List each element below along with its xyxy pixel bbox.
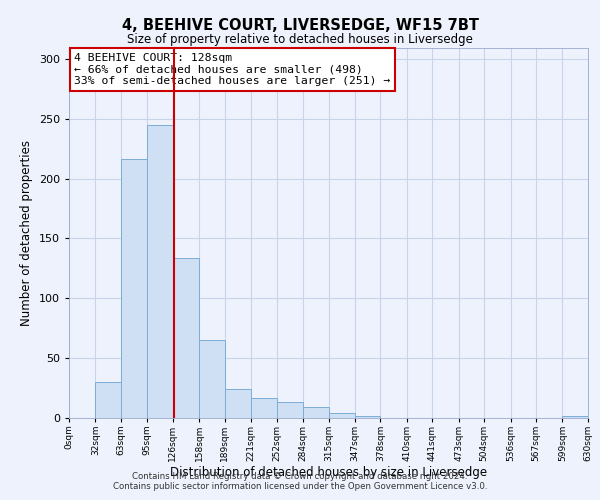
- Bar: [277, 402, 303, 417]
- Text: Contains HM Land Registry data © Crown copyright and database right 2024.: Contains HM Land Registry data © Crown c…: [132, 472, 468, 481]
- Bar: [251, 398, 277, 417]
- Text: Size of property relative to detached houses in Liversedge: Size of property relative to detached ho…: [127, 32, 473, 46]
- Text: 4 BEEHIVE COURT: 128sqm
← 66% of detached houses are smaller (498)
33% of semi-d: 4 BEEHIVE COURT: 128sqm ← 66% of detache…: [74, 53, 391, 86]
- Bar: [303, 407, 329, 418]
- Bar: [121, 158, 147, 418]
- X-axis label: Distribution of detached houses by size in Liversedge: Distribution of detached houses by size …: [170, 466, 487, 479]
- Text: 4, BEEHIVE COURT, LIVERSEDGE, WF15 7BT: 4, BEEHIVE COURT, LIVERSEDGE, WF15 7BT: [121, 18, 479, 32]
- Y-axis label: Number of detached properties: Number of detached properties: [20, 140, 33, 326]
- Bar: [355, 416, 380, 418]
- Bar: [224, 389, 251, 418]
- Bar: [199, 340, 224, 417]
- Bar: [329, 412, 355, 418]
- Bar: [147, 125, 173, 418]
- Text: Contains public sector information licensed under the Open Government Licence v3: Contains public sector information licen…: [113, 482, 487, 491]
- Bar: [173, 258, 199, 418]
- Bar: [95, 382, 121, 418]
- Bar: [562, 416, 588, 418]
